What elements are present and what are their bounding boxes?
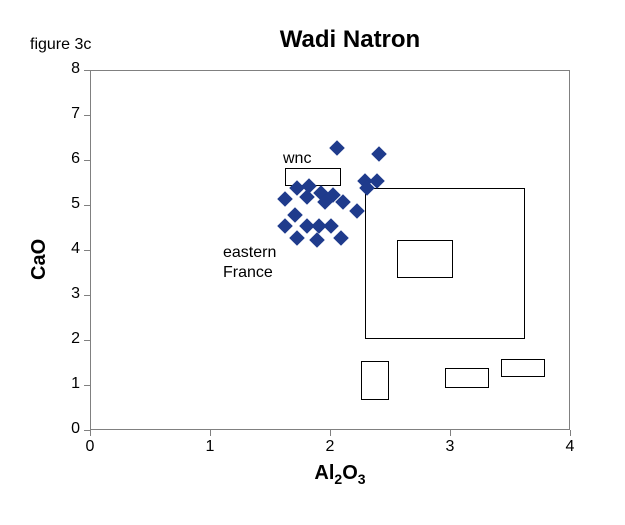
y-tick <box>84 295 90 296</box>
y-tick <box>84 340 90 341</box>
wnc-label: wnc <box>283 149 311 169</box>
chart-title: Wadi Natron <box>230 26 470 54</box>
x-tick <box>450 430 451 436</box>
y-tick <box>84 70 90 71</box>
small-box-a <box>361 361 389 399</box>
y-tick <box>84 115 90 116</box>
data-point <box>333 230 349 246</box>
y-tick-label: 1 <box>60 375 80 393</box>
x-tick-label: 2 <box>320 438 340 456</box>
y-tick-label: 4 <box>60 240 80 258</box>
y-tick-label: 6 <box>60 150 80 168</box>
x-axis-label: Al2O3 <box>300 462 380 487</box>
x-tick-label: 3 <box>440 438 460 456</box>
x-tick-label: 0 <box>80 438 100 456</box>
y-tick <box>84 205 90 206</box>
data-point <box>278 191 294 207</box>
inner-box <box>397 240 453 278</box>
small-box-c <box>501 359 544 377</box>
y-tick <box>84 250 90 251</box>
y-tick <box>84 160 90 161</box>
x-tick <box>210 430 211 436</box>
x-tick <box>330 430 331 436</box>
y-tick-label: 3 <box>60 285 80 303</box>
x-tick <box>90 430 91 436</box>
y-tick <box>84 385 90 386</box>
y-axis-label: CaO <box>28 239 51 280</box>
data-point <box>350 203 366 219</box>
figure-3c: figure 3c Wadi Natron CaO Al2O3 wnc easte… <box>0 0 625 525</box>
data-point <box>309 232 325 248</box>
data-point <box>371 146 387 162</box>
x-tick <box>570 430 571 436</box>
y-tick <box>84 430 90 431</box>
figure-label: figure 3c <box>30 36 91 54</box>
data-point <box>329 140 345 156</box>
small-box-b <box>445 368 489 388</box>
plot-area: wnc easternFrance <box>90 70 570 430</box>
data-point <box>290 230 306 246</box>
y-tick-label: 0 <box>60 420 80 438</box>
y-tick-label: 2 <box>60 330 80 348</box>
eastern-france: easternFrance <box>223 243 276 283</box>
y-tick-label: 5 <box>60 195 80 213</box>
x-tick-label: 1 <box>200 438 220 456</box>
x-tick-label: 4 <box>560 438 580 456</box>
y-tick-label: 8 <box>60 60 80 78</box>
data-point <box>323 218 339 234</box>
data-point <box>278 218 294 234</box>
data-point <box>287 207 303 223</box>
y-tick-label: 7 <box>60 105 80 123</box>
